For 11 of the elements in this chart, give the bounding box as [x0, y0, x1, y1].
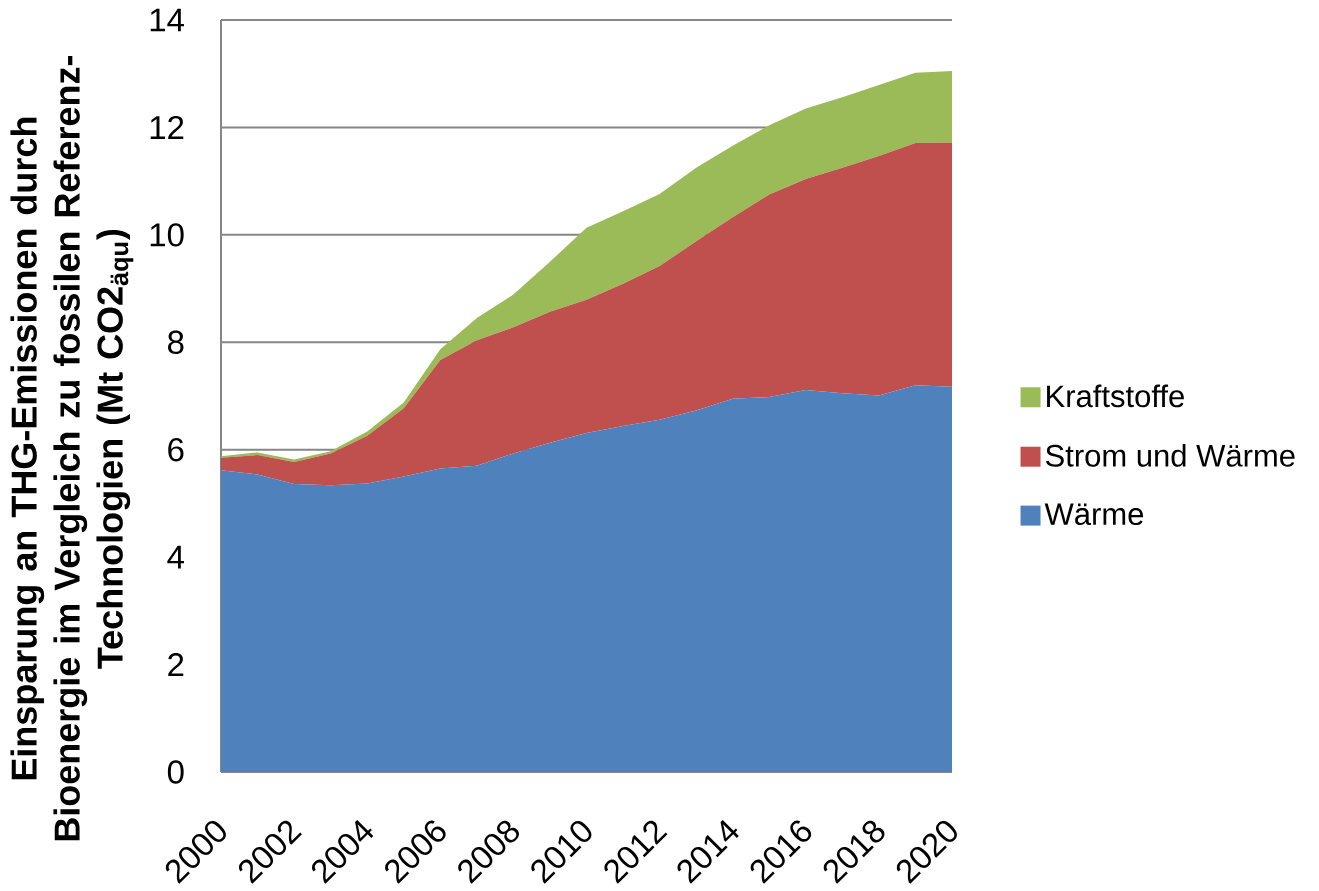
y-tick-label: 8: [168, 330, 184, 354]
legend-label: Wärme: [1044, 503, 1144, 526]
y-tick-label: 10: [150, 223, 184, 247]
y-tick-label: 6: [168, 438, 184, 462]
y-tick-label: 12: [150, 115, 184, 139]
y-tick-label: 14: [150, 8, 184, 32]
y-tick-label: 0: [167, 760, 184, 784]
legend-label: Strom und Wärme: [1045, 443, 1295, 467]
y-tick-label: 4: [167, 545, 184, 569]
y-tick-label: 2: [168, 653, 184, 677]
legend-label: Kraftstoffe: [1047, 384, 1184, 408]
